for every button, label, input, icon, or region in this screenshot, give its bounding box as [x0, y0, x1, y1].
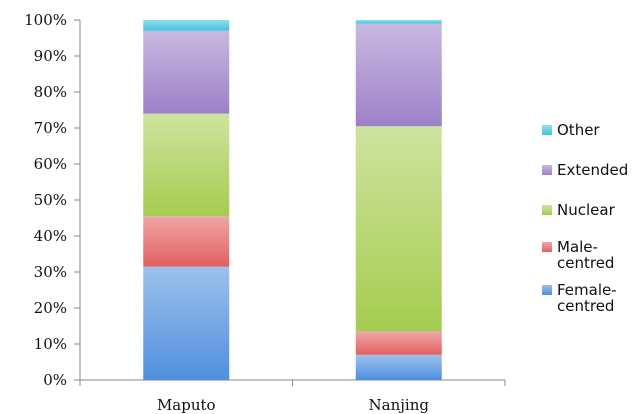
bar-segment-other-nanjing — [355, 20, 442, 24]
bar-segment-nuclear-maputo — [143, 113, 230, 217]
y-tick-label: 50% — [34, 191, 67, 209]
legend-label-extended: Extended — [557, 161, 628, 179]
bar-segment-extended-maputo — [143, 30, 230, 114]
y-tick-label: 70% — [34, 119, 67, 137]
y-tick-label: 60% — [34, 155, 67, 173]
y-tick-label: 80% — [34, 83, 67, 101]
bar-segment-nuclear-nanjing — [355, 126, 442, 332]
legend-label-other: Other — [557, 121, 600, 139]
legend-swatch-male-centred — [542, 242, 552, 252]
legend-swatch-female-centred — [542, 285, 552, 295]
x-category-label: Nanjing — [369, 396, 430, 414]
bars — [143, 20, 442, 380]
y-tick-label: 30% — [34, 263, 67, 281]
bar-segment-extended-nanjing — [355, 23, 442, 127]
y-axis: 0% 10% 20% 30% 40% 50% 60% 70% 80% 90% 100% — [24, 11, 81, 389]
legend-label-nuclear: Nuclear — [557, 201, 616, 219]
y-tick-label: 20% — [34, 299, 67, 317]
y-tick-label: 10% — [34, 335, 67, 353]
legend-swatch-extended — [542, 165, 552, 175]
y-tick-label: 40% — [34, 227, 67, 245]
y-tick-label: 0% — [43, 371, 67, 389]
bar-segment-other-maputo — [143, 20, 230, 31]
y-tick-label: 100% — [24, 11, 67, 29]
x-axis: Maputo Nanjing — [79, 379, 506, 414]
legend-label-male-centred: Male- — [557, 238, 598, 256]
legend-label-female-centred: centred — [557, 297, 614, 315]
legend-swatch-nuclear — [542, 205, 552, 215]
legend-label-female-centred: Female- — [557, 281, 617, 299]
legend-label-male-centred: centred — [557, 254, 614, 272]
y-tick-label: 90% — [34, 47, 67, 65]
bar-segment-male-centred-nanjing — [355, 331, 442, 355]
legend: OtherExtendedNuclearMale-centredFemale-c… — [542, 121, 628, 315]
bar-segment-male-centred-maputo — [143, 216, 230, 267]
legend-swatch-other — [542, 125, 552, 135]
bar-segment-female-centred-nanjing — [355, 354, 442, 380]
x-category-label: Maputo — [157, 396, 216, 414]
bar-segment-female-centred-maputo — [143, 266, 230, 380]
